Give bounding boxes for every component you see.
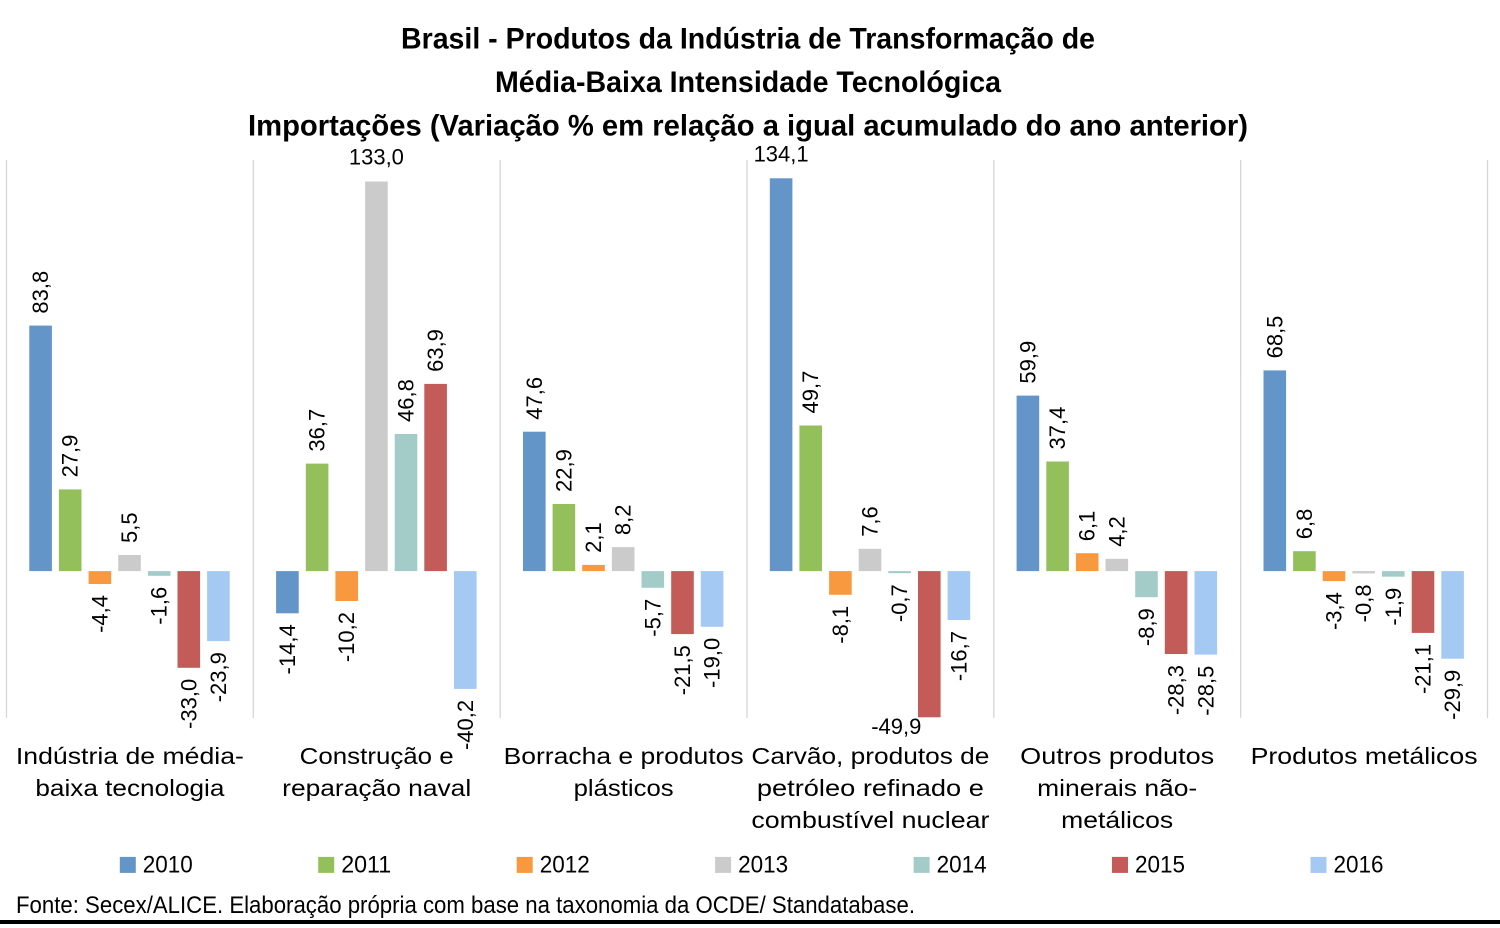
svg-text:Carvão, produtos de: Carvão, produtos de xyxy=(751,743,989,769)
svg-text:59,9: 59,9 xyxy=(1015,341,1040,384)
svg-text:-0,7: -0,7 xyxy=(887,584,912,622)
svg-text:63,9: 63,9 xyxy=(423,329,448,372)
svg-text:plásticos: plásticos xyxy=(574,775,674,801)
svg-text:6,8: 6,8 xyxy=(1292,509,1317,540)
svg-text:Brasil - Produtos da Indústria: Brasil - Produtos da Indústria de Transf… xyxy=(401,23,1095,56)
svg-text:minerais não-: minerais não- xyxy=(1037,775,1197,801)
svg-text:6,1: 6,1 xyxy=(1075,511,1100,542)
svg-text:37,4: 37,4 xyxy=(1045,407,1070,450)
svg-text:-21,5: -21,5 xyxy=(670,645,695,695)
svg-text:-10,2: -10,2 xyxy=(334,612,359,662)
svg-text:-40,2: -40,2 xyxy=(453,700,478,750)
svg-text:baixa tecnologia: baixa tecnologia xyxy=(35,775,224,801)
svg-text:metálicos: metálicos xyxy=(1061,807,1173,833)
svg-text:-8,1: -8,1 xyxy=(828,606,853,644)
svg-text:-8,9: -8,9 xyxy=(1134,608,1159,646)
svg-text:-23,9: -23,9 xyxy=(206,652,231,702)
svg-text:46,8: 46,8 xyxy=(394,379,419,422)
svg-text:2013: 2013 xyxy=(738,852,788,879)
svg-text:133,0: 133,0 xyxy=(349,145,404,170)
svg-text:-19,0: -19,0 xyxy=(700,638,725,688)
svg-text:134,1: 134,1 xyxy=(754,142,809,167)
svg-text:-21,1: -21,1 xyxy=(1411,644,1436,694)
svg-text:2,1: 2,1 xyxy=(581,522,606,553)
svg-text:Importações (Variação % em rel: Importações (Variação % em relação a igu… xyxy=(248,109,1248,142)
svg-text:49,7: 49,7 xyxy=(798,371,823,414)
svg-text:2014: 2014 xyxy=(937,852,987,879)
svg-text:68,5: 68,5 xyxy=(1262,316,1287,359)
svg-text:-1,6: -1,6 xyxy=(147,587,172,625)
svg-text:-16,7: -16,7 xyxy=(946,631,971,681)
svg-text:-5,7: -5,7 xyxy=(640,599,665,637)
svg-text:2011: 2011 xyxy=(341,852,391,879)
svg-text:reparação naval: reparação naval xyxy=(282,775,471,801)
svg-text:-0,8: -0,8 xyxy=(1351,584,1376,622)
svg-text:36,7: 36,7 xyxy=(305,409,330,452)
svg-text:Outros produtos: Outros produtos xyxy=(1020,743,1214,769)
svg-text:-33,0: -33,0 xyxy=(176,679,201,729)
svg-text:27,9: 27,9 xyxy=(58,435,83,478)
svg-text:-49,9: -49,9 xyxy=(871,714,921,739)
svg-text:22,9: 22,9 xyxy=(551,449,576,492)
svg-text:Construção e: Construção e xyxy=(300,743,454,769)
svg-text:Produtos metálicos: Produtos metálicos xyxy=(1251,743,1478,769)
svg-text:2012: 2012 xyxy=(540,852,590,879)
svg-text:Indústria de média-: Indústria de média- xyxy=(16,743,244,769)
svg-text:Média-Baixa Intensidade Tecnol: Média-Baixa Intensidade Tecnológica xyxy=(495,66,1001,99)
svg-text:2010: 2010 xyxy=(143,852,193,879)
svg-text:4,2: 4,2 xyxy=(1104,516,1129,547)
svg-text:7,6: 7,6 xyxy=(858,506,883,537)
svg-text:2015: 2015 xyxy=(1135,852,1185,879)
svg-text:-28,3: -28,3 xyxy=(1164,665,1189,715)
svg-text:-1,9: -1,9 xyxy=(1381,588,1406,626)
svg-text:8,2: 8,2 xyxy=(611,505,636,536)
svg-text:5,5: 5,5 xyxy=(117,512,142,543)
svg-text:83,8: 83,8 xyxy=(28,271,53,314)
svg-text:Borracha e produtos: Borracha e produtos xyxy=(504,743,744,769)
svg-text:-14,4: -14,4 xyxy=(275,624,300,674)
svg-text:-29,9: -29,9 xyxy=(1440,670,1465,720)
svg-text:-4,4: -4,4 xyxy=(87,595,112,633)
svg-text:combustível nuclear: combustível nuclear xyxy=(751,807,989,833)
svg-text:-3,4: -3,4 xyxy=(1322,592,1347,630)
svg-text:petróleo refinado e: petróleo refinado e xyxy=(757,775,984,801)
svg-text:47,6: 47,6 xyxy=(522,377,547,420)
svg-text:2016: 2016 xyxy=(1334,852,1384,879)
svg-text:-28,5: -28,5 xyxy=(1193,666,1218,716)
svg-text:Fonte: Secex/ALICE. Elaboração: Fonte: Secex/ALICE. Elaboração própria c… xyxy=(16,892,915,919)
